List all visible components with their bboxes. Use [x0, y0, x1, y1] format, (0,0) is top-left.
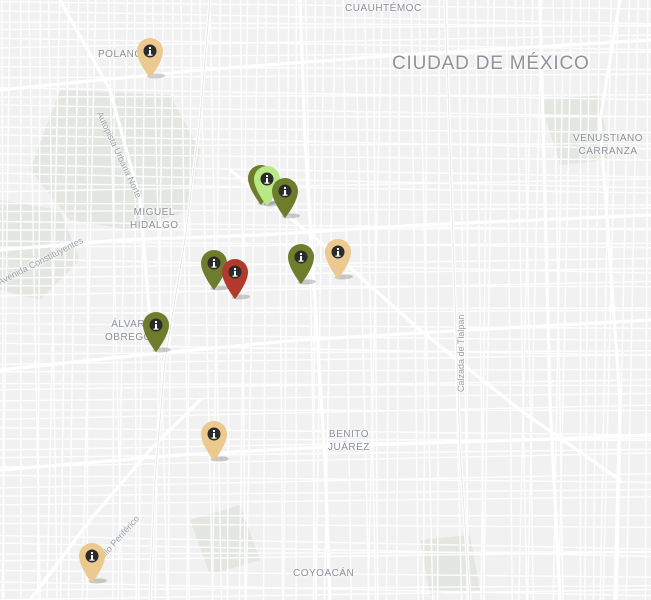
map-marker-alvaro-obregon-olive[interactable] — [141, 310, 172, 354]
map-marker-doctores-olive[interactable] — [286, 242, 317, 286]
district-label-coyoacan: COYOACÁN — [293, 568, 355, 579]
district-label-ciudad-de-mexico: CIUDAD DE MÉXICO — [392, 53, 590, 74]
info-icon — [278, 184, 292, 198]
map-marker-condesa-olive[interactable] — [199, 248, 230, 292]
map-marker-condesa-red[interactable] — [220, 257, 251, 301]
info-icon — [143, 44, 157, 58]
district-label-cuauhtemoc: CUAUHTÉMOC — [345, 3, 422, 14]
info-icon — [85, 549, 99, 563]
info-icon — [260, 172, 274, 186]
info-icon — [294, 250, 308, 264]
district-label-benito-juarez: BENITO JUÁREZ — [328, 429, 370, 453]
map-marker-polanco[interactable] — [135, 36, 166, 80]
info-icon — [149, 318, 163, 332]
info-icon — [207, 427, 221, 441]
road-label-calzada-de-tlalpan: Calzada de Tlalpan — [456, 314, 466, 392]
map-marker-doctores-tan[interactable] — [323, 237, 354, 281]
map-marker-roma-olive-2[interactable] — [270, 176, 301, 220]
map-marker-southwest-tan[interactable] — [77, 541, 108, 585]
district-label-venustiano-carranza: VENUSTIANO CARRANZA — [573, 133, 644, 157]
info-icon — [207, 256, 221, 270]
map-marker-mixcoac-tan[interactable] — [199, 419, 230, 463]
district-label-miguel-hidalgo: MIGUEL HIDALGO — [130, 207, 179, 231]
info-icon — [331, 245, 345, 259]
district-label-polanco: POLANCO — [98, 49, 151, 60]
info-icon — [228, 265, 242, 279]
district-label-alvaro-obregon: ÁLVARO OBREGÓN — [105, 319, 160, 343]
